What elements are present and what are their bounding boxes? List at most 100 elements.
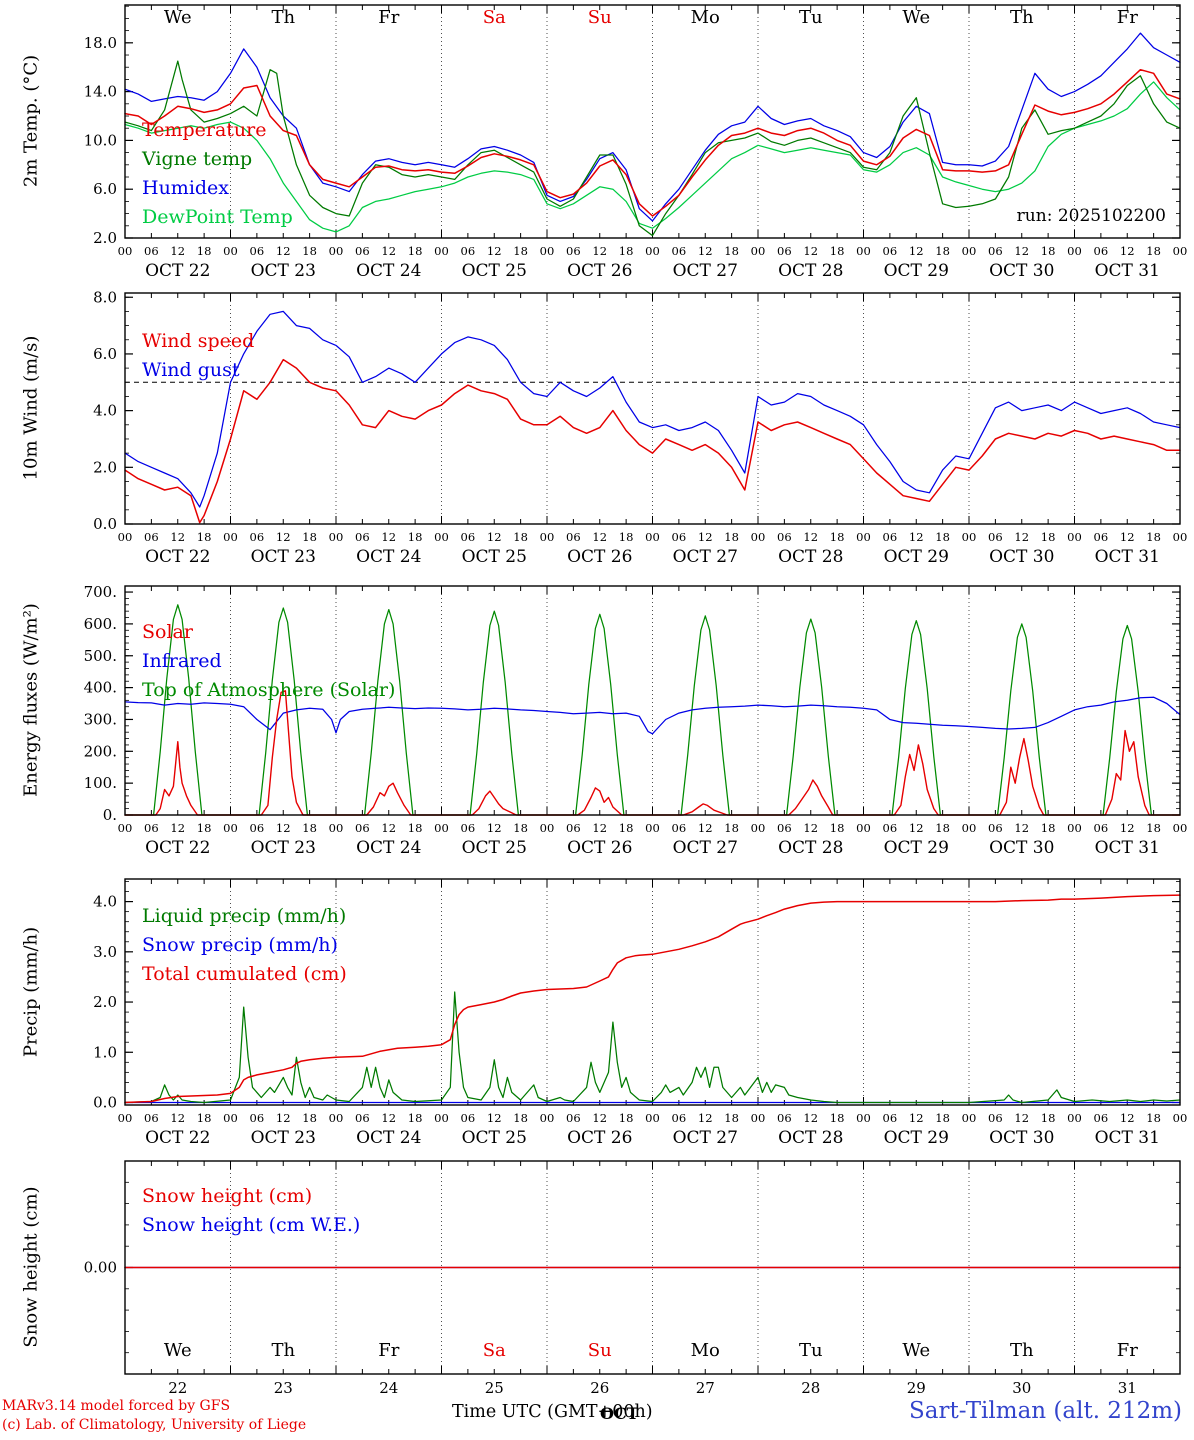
- axis-text: 18: [724, 1111, 739, 1125]
- axis-text: 06: [144, 530, 159, 544]
- axis-text: 12: [276, 821, 291, 835]
- axis-text: 12: [803, 244, 818, 258]
- axis-text: 00: [645, 821, 660, 835]
- series-wind-speed: [124, 358, 1181, 524]
- axis-text: OCT 28: [778, 838, 843, 858]
- y-axis-title-energy: Energy fluxes (W/m²): [20, 603, 42, 797]
- axis-text: 00: [1173, 244, 1188, 258]
- axis-text: 0.0: [93, 515, 117, 533]
- axis-text: 12: [592, 244, 607, 258]
- axis-text: 12: [698, 244, 713, 258]
- axis-text: OCT 29: [884, 838, 949, 858]
- axis-text: 18: [935, 530, 950, 544]
- axis-text: 06: [566, 530, 581, 544]
- station-label: Sart-Tilman (alt. 212m): [909, 1398, 1182, 1424]
- axis-text: 18: [197, 821, 212, 835]
- legend-item-wind-gust: Wind gust: [142, 359, 240, 381]
- axis-text: 06: [355, 821, 370, 835]
- model-credit-line1: MARv3.14 model forced by GFS: [2, 1398, 231, 1414]
- axis-text: 12: [276, 530, 291, 544]
- axis-text: 10.0: [84, 131, 117, 149]
- axis-text: 06: [988, 530, 1003, 544]
- overlapping-oct-label: OCT: [600, 1404, 639, 1423]
- legend-item-temperature: Temperature: [142, 119, 267, 141]
- series-dewpoint-temp: [124, 81, 1181, 233]
- axis-text: 600.: [84, 615, 117, 633]
- legend-item-vigne-temp: Vigne temp: [142, 148, 253, 170]
- axis-text: 06: [250, 821, 265, 835]
- axis-text: OCT 29: [884, 547, 949, 567]
- axis-text: 12: [592, 821, 607, 835]
- axis-text: 12: [1014, 821, 1029, 835]
- axis-text: 18: [197, 530, 212, 544]
- axis-text: 18: [302, 1111, 317, 1125]
- axis-text: 27: [696, 1379, 715, 1397]
- axis-text: 00: [540, 821, 555, 835]
- axis-text: Sa: [483, 7, 506, 28]
- axis-text: 12: [909, 530, 924, 544]
- axis-text: 18: [935, 821, 950, 835]
- series-wind-gust: [124, 310, 1181, 508]
- axis-text: 06: [1094, 821, 1109, 835]
- axis-text: 12: [698, 821, 713, 835]
- axis-text: 00: [856, 244, 871, 258]
- y-axis-title-wind: 10m Wind (m/s): [20, 335, 42, 481]
- axis-text: Th: [271, 7, 295, 28]
- axis-text: 00: [962, 821, 977, 835]
- axis-text: 00: [540, 244, 555, 258]
- axis-text: 06: [883, 530, 898, 544]
- axis-text: 00: [1067, 1111, 1082, 1125]
- axis-text: Tu: [799, 1340, 823, 1361]
- axis-text: OCT 24: [356, 547, 421, 567]
- axis-text: 18: [1146, 530, 1161, 544]
- axis-text: 00: [540, 1111, 555, 1125]
- axis-text: 00: [223, 821, 238, 835]
- panel-snow: 0.00 We 22 Th 23 Fr 24 Sa 25 Su 26 Mo 27 Tu 28 We 29 Th 30…: [84, 1160, 1181, 1397]
- axis-text: 00: [434, 530, 449, 544]
- axis-text: OCT 25: [462, 547, 527, 567]
- axis-text: 06: [988, 244, 1003, 258]
- axis-text: 18: [619, 244, 634, 258]
- axis-text: 00: [856, 1111, 871, 1125]
- axis-text: 18: [935, 244, 950, 258]
- axis-text: 18: [1146, 821, 1161, 835]
- axis-text: 06: [250, 530, 265, 544]
- axis-text: 00: [1067, 821, 1082, 835]
- axis-text: 2.0: [93, 229, 117, 247]
- axis-text: OCT 30: [989, 1128, 1054, 1148]
- axis-text: 18: [619, 530, 634, 544]
- axis-text: 06: [144, 1111, 159, 1125]
- axis-text: 12: [1014, 244, 1029, 258]
- axis-text: 12: [1014, 1111, 1029, 1125]
- series-vigne-temp: [124, 60, 1181, 237]
- axis-text: 00: [118, 1111, 133, 1125]
- legend-wind-panel: Wind speed Wind gust: [142, 327, 254, 385]
- axis-text: OCT 31: [1095, 547, 1160, 567]
- panel-energy: 0. 100. 200. 300. 400. 500. 600. 700. 00 06 12 18 OC…: [84, 583, 1188, 858]
- axis-text: 30: [1012, 1379, 1031, 1397]
- axis-text: 06: [461, 530, 476, 544]
- axis-text: 00: [434, 244, 449, 258]
- legend-snow-panel: Snow height (cm) Snow height (cm W.E.): [142, 1182, 360, 1240]
- axis-text: 06: [777, 244, 792, 258]
- axis-text: 12: [803, 530, 818, 544]
- axis-text: OCT 26: [567, 547, 632, 567]
- legend-precip-panel: Liquid precip (mm/h) Snow precip (mm/h) …: [142, 902, 347, 989]
- axis-text: OCT 27: [673, 261, 738, 281]
- axis-text: 12: [1120, 244, 1135, 258]
- axis-text: 12: [698, 530, 713, 544]
- legend-item-humidex: Humidex: [142, 177, 230, 199]
- axis-text: 18: [302, 821, 317, 835]
- axis-text: OCT 28: [778, 261, 843, 281]
- axis-text: 2.0: [93, 458, 117, 476]
- axis-text: 400.: [84, 679, 117, 697]
- axis-text: 12: [1014, 530, 1029, 544]
- axis-text: 06: [144, 244, 159, 258]
- axis-text: 12: [276, 1111, 291, 1125]
- axis-text: OCT 30: [989, 838, 1054, 858]
- axis-text: 00: [751, 821, 766, 835]
- panel-wind: 0.0 2.0 4.0 6.0 8.0 00 06 12 18 OCT 22 00 06 12 18 OCT…: [93, 288, 1187, 567]
- axis-text: 00: [1173, 1111, 1188, 1125]
- axis-text: 06: [144, 821, 159, 835]
